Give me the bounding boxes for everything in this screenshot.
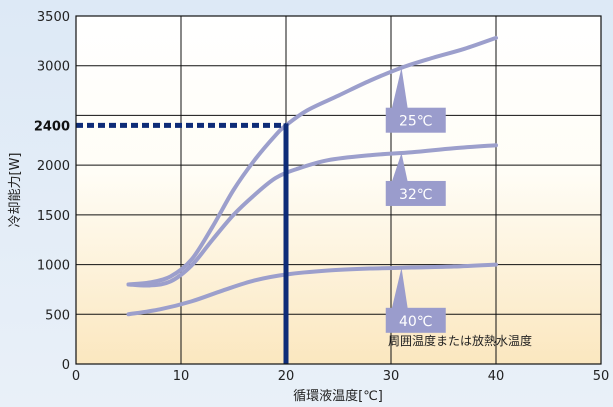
y-tick-label-4: 2000	[37, 159, 70, 174]
series-line-1	[126, 143, 498, 288]
x-tick-label-0: 0	[72, 369, 80, 384]
x-tick-labels: 0 10 20 30 40 50	[72, 369, 609, 384]
callout-label-0: 25℃	[399, 114, 433, 130]
y-tick-label-3: 1500	[37, 209, 70, 224]
callout-pointer-2	[391, 267, 408, 309]
callout-box-1	[385, 180, 446, 206]
callouts: 25℃ 32℃ 40℃	[385, 67, 446, 333]
x-tick-label-3: 30	[383, 369, 400, 384]
y-tick-labels: 0 500 1000 1500 2000 3000 3500	[37, 10, 70, 373]
reference-marker: 2400	[34, 119, 289, 364]
y-tick-label-6: 3000	[37, 60, 70, 75]
callout-box-0	[385, 107, 446, 133]
y-tick-label-2: 1000	[37, 259, 70, 274]
y-tick-label-7: 3500	[37, 10, 70, 25]
callout-label-1: 32℃	[399, 187, 433, 203]
plot-frame	[75, 15, 602, 365]
y-axis-label: 冷却能力[W]	[8, 153, 23, 228]
callout-0: 25℃	[385, 67, 446, 133]
plot-area	[76, 16, 601, 364]
y-tick-label-1: 500	[45, 308, 70, 323]
condition-annotation: 周囲温度または放熱水温度	[388, 333, 532, 348]
x-tick-label-5: 50	[593, 369, 610, 384]
callout-1: 32℃	[385, 152, 446, 206]
x-tick-label-2: 20	[278, 369, 295, 384]
y-tick-label-0: 0	[62, 358, 70, 373]
callout-box-2	[385, 307, 446, 333]
callout-label-2: 40℃	[399, 314, 433, 330]
reference-value-label: 2400	[34, 119, 70, 134]
callout-2: 40℃	[385, 267, 446, 333]
callout-pointer-1	[391, 152, 408, 182]
callout-pointer-0	[391, 67, 408, 109]
x-axis-label: 循環液温度[℃]	[293, 388, 383, 404]
x-tick-label-1: 10	[173, 369, 190, 384]
x-tick-label-4: 40	[488, 369, 505, 384]
series-line-0	[126, 35, 498, 287]
